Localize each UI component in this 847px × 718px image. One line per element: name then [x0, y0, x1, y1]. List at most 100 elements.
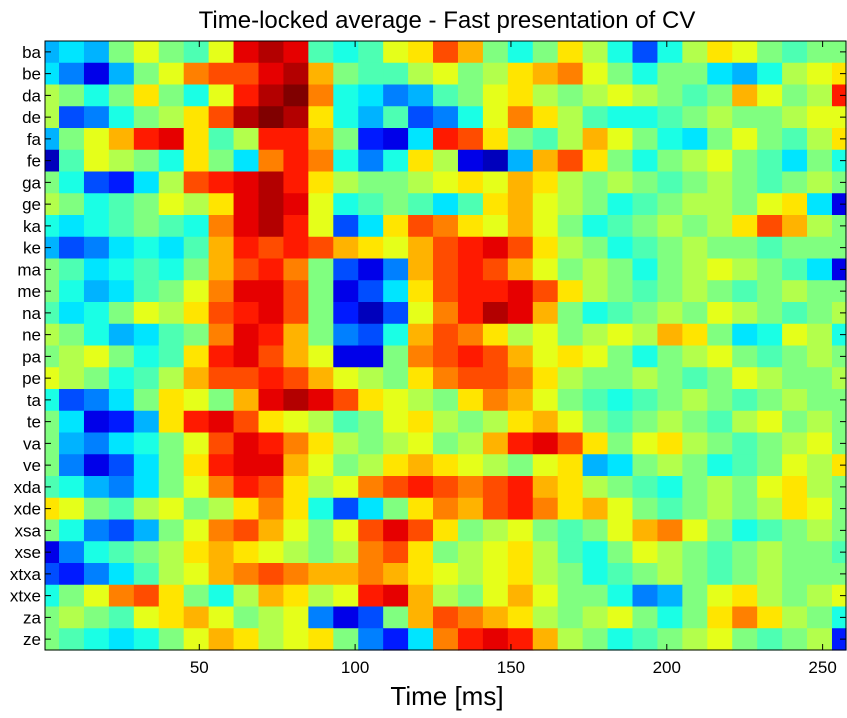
- heatmap-cell-me-161: [532, 280, 559, 303]
- heatmap-cell-fa-57: [208, 128, 235, 151]
- heatmap-cell-de-193: [632, 106, 659, 129]
- heatmap-cell-ze-17: [83, 628, 110, 651]
- heatmap-cell-xse-17: [83, 541, 110, 564]
- heatmap-cell-fe-145: [482, 149, 509, 173]
- heatmap-cell-xda-49: [183, 476, 210, 499]
- heatmap-cell-be-209: [682, 62, 708, 86]
- heatmap-cell-da-73: [258, 84, 285, 107]
- heatmap-cell-ke-153: [507, 236, 534, 260]
- heatmap-cell-ze-113: [383, 628, 409, 651]
- heatmap-cell-pa-49: [183, 345, 210, 368]
- heatmap-cell-ma-241: [782, 258, 808, 281]
- heatmap-cell-me-97: [333, 280, 359, 303]
- heatmap-cell-va-121: [408, 432, 434, 455]
- heatmap-cell-za-113: [383, 606, 409, 629]
- heatmap-cell-xsa-57: [208, 519, 235, 542]
- heatmap-cell-te-49: [183, 410, 210, 434]
- heatmap-cell-me-17: [83, 280, 110, 303]
- heatmap-cell-za-145: [482, 606, 509, 629]
- heatmap-cell-me-121: [408, 280, 434, 303]
- heatmap-cell-ga-225: [732, 171, 758, 194]
- heatmap-cell-ga-249: [807, 171, 833, 194]
- heatmap-cell-me-81: [283, 280, 309, 303]
- heatmap-cell-ma-25: [108, 258, 135, 281]
- heatmap-cell-pe-57: [208, 367, 235, 390]
- heatmap-cell-be-57: [208, 62, 235, 86]
- heatmap-cell-pe-73: [258, 367, 285, 390]
- heatmap-cell-ka-1: [45, 215, 60, 238]
- heatmap-cell-xsa-225: [732, 519, 758, 542]
- heatmap-cell-ga-257: [831, 171, 847, 194]
- heatmap-cell-ze-81: [283, 628, 309, 651]
- heatmap-cell-pa-185: [607, 345, 634, 368]
- heatmap-cell-ta-41: [158, 389, 185, 412]
- heatmap-cell-xtxa-249: [807, 563, 833, 586]
- heatmap-cell-ga-145: [482, 171, 509, 194]
- heatmap-cell-xsa-41: [158, 519, 185, 542]
- heatmap-cell-xtxa-73: [258, 563, 285, 586]
- heatmap-cell-ke-161: [532, 236, 559, 260]
- heatmap-cell-te-257: [831, 410, 847, 434]
- heatmap-cell-ta-161: [532, 389, 559, 412]
- heatmap-cell-xtxe-121: [408, 584, 434, 608]
- y-tick-label-xse: xse: [15, 543, 41, 562]
- heatmap-cell-xde-113: [383, 497, 409, 521]
- heatmap-cell-xde-97: [333, 497, 359, 521]
- heatmap-cell-xda-33: [133, 476, 160, 499]
- heatmap-cell-xda-73: [258, 476, 285, 499]
- heatmap-cell-xde-241: [782, 497, 808, 521]
- heatmap-cell-ke-97: [333, 236, 359, 260]
- heatmap-cell-xtxe-233: [757, 584, 783, 608]
- heatmap-cell-ve-129: [433, 454, 459, 477]
- heatmap-cell-xtxe-17: [83, 584, 110, 608]
- heatmap-cell-xsa-33: [133, 519, 160, 542]
- heatmap-cell-ga-65: [233, 171, 260, 194]
- heatmap-cell-xtxe-137: [457, 584, 484, 608]
- heatmap-cell-za-81: [283, 606, 309, 629]
- heatmap-cell-ne-249: [807, 323, 833, 347]
- heatmap-cell-ge-81: [283, 193, 309, 216]
- heatmap-cell-fa-65: [233, 128, 260, 151]
- heatmap-cell-na-113: [383, 302, 409, 325]
- heatmap-cell-ba-169: [557, 41, 584, 64]
- heatmap-cell-za-225: [732, 606, 758, 629]
- heatmap-cell-ba-105: [358, 41, 384, 64]
- heatmap-cell-xde-49: [183, 497, 210, 521]
- heatmap-cell-be-129: [433, 62, 459, 86]
- heatmap-cell-de-113: [383, 106, 409, 129]
- heatmap-cell-ba-217: [707, 41, 733, 64]
- heatmap-cell-xse-89: [308, 541, 334, 564]
- heatmap-cell-xde-25: [108, 497, 135, 521]
- heatmap-cell-be-81: [283, 62, 309, 86]
- heatmap-cell-ge-33: [133, 193, 160, 216]
- heatmap-cell-de-129: [433, 106, 459, 129]
- heatmap-cell-pe-217: [707, 367, 733, 390]
- y-tick-label-fa: fa: [27, 130, 42, 149]
- heatmap-cell-ge-217: [707, 193, 733, 216]
- heatmap-cell-xde-9: [59, 497, 85, 521]
- heatmap-cell-da-49: [183, 84, 210, 107]
- heatmap-cell-xtxa-25: [108, 563, 135, 586]
- heatmap-cell-pe-9: [59, 367, 85, 390]
- heatmap-cell-ve-233: [757, 454, 783, 477]
- heatmap-cell-ve-193: [632, 454, 659, 477]
- heatmap-cell-fe-193: [632, 149, 659, 173]
- heatmap-cell-pe-41: [158, 367, 185, 390]
- heatmap-cell-da-65: [233, 84, 260, 107]
- heatmap-cell-za-33: [133, 606, 160, 629]
- heatmap-cell-ba-41: [158, 41, 185, 64]
- heatmap-cell-fe-105: [358, 149, 384, 173]
- heatmap-cell-pe-121: [408, 367, 434, 390]
- heatmap-cell-ge-145: [482, 193, 509, 216]
- heatmap-cell-ke-17: [83, 236, 110, 260]
- heatmap-cell-de-225: [732, 106, 758, 129]
- x-tick-labels: 50 100 150 200 250: [190, 658, 837, 677]
- heatmap-cell-ge-225: [732, 193, 758, 216]
- heatmap-cell-xse-137: [457, 541, 484, 564]
- heatmap-cell-be-177: [582, 62, 609, 86]
- heatmap-cell-na-209: [682, 302, 708, 325]
- heatmap-cell-te-105: [358, 410, 384, 434]
- heatmap-cell-ne-145: [482, 323, 509, 347]
- heatmap-cell-xtxa-1: [45, 563, 60, 586]
- heatmap-cell-pe-25: [108, 367, 135, 390]
